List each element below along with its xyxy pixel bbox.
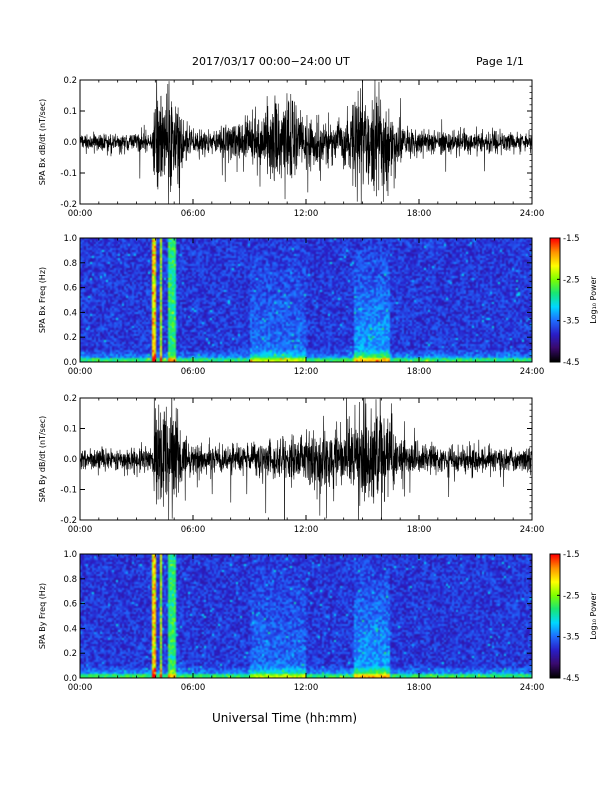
x-axis-by-spectrogram: 00:00 06:00 12:00 18:00 24:00 xyxy=(68,554,545,693)
panel-by-spectrogram xyxy=(79,553,533,679)
y-tick-label: -0.1 xyxy=(60,169,77,179)
y-tick-label: 0.8 xyxy=(63,259,77,269)
colorbar-gradient xyxy=(550,238,560,362)
series-trace xyxy=(80,80,532,204)
colorbar-tick-label: -4.5 xyxy=(563,674,580,684)
x-tick-label: 18:00 xyxy=(407,525,432,535)
y-tick-label: 0.2 xyxy=(63,394,77,404)
y-tick-label: -0.2 xyxy=(60,516,77,526)
x-tick-label: 00:00 xyxy=(68,683,93,693)
y-axis-bx-timeseries: 0.2 0.1 0.0 -0.1 -0.2 SPA Bx dB/dt (nT/sec) xyxy=(38,76,532,210)
y-tick-label: 1.0 xyxy=(63,550,77,560)
colorbar-bx-spectrogram: -1.5 -2.5 -3.5 -4.5 Log₁₀ Power xyxy=(549,234,598,368)
y-tick-label: 0.6 xyxy=(63,600,77,610)
y-tick-label: 0.0 xyxy=(63,674,77,684)
colorbar-label: Log₁₀ Power xyxy=(589,592,598,640)
y-axis-bx-spectrogram: 1.0 0.8 0.6 0.4 0.2 0.0 SPA Bx Freq (Hz) xyxy=(38,234,532,368)
x-tick-label: 24:00 xyxy=(520,367,545,377)
x-tick-label: 12:00 xyxy=(294,367,319,377)
colorbar-by-spectrogram: -1.5 -2.5 -3.5 -4.5 Log₁₀ Power xyxy=(549,550,598,684)
colorbar-frame xyxy=(549,553,561,679)
x-axis-bx-timeseries: 00:00 06:00 12:00 18:00 24:00 xyxy=(68,80,545,219)
panel-bx-timeseries xyxy=(79,79,533,205)
y-tick-label: 0.1 xyxy=(63,425,77,435)
x-axis-title: Universal Time (hh:mm) xyxy=(212,711,358,725)
y-tick-label: 0.8 xyxy=(63,575,77,585)
colorbar-tick-label: -3.5 xyxy=(563,633,580,643)
x-tick-label: 24:00 xyxy=(520,683,545,693)
x-axis-bx-spectrogram: 00:00 06:00 12:00 18:00 24:00 xyxy=(68,238,545,377)
x-tick-label: 00:00 xyxy=(68,209,93,219)
colorbar-tick-label: -2.5 xyxy=(563,275,580,285)
colorbar-tick-label: -1.5 xyxy=(563,550,580,560)
y-tick-label: 0.0 xyxy=(63,358,77,368)
colorbar-tick-label: -1.5 xyxy=(563,234,580,244)
x-tick-label: 12:00 xyxy=(294,683,319,693)
y-tick-label: -0.1 xyxy=(60,486,77,496)
y-tick-label: 0.0 xyxy=(63,455,77,465)
y-axis-label: SPA By Freq (Hz) xyxy=(38,583,47,649)
colorbar-gradient xyxy=(550,554,560,678)
y-tick-label: 0.4 xyxy=(63,308,77,318)
y-tick-label: 0.0 xyxy=(63,138,77,148)
x-tick-label: 06:00 xyxy=(181,525,206,535)
y-axis-label: SPA Bx Freq (Hz) xyxy=(38,267,47,333)
x-tick-label: 06:00 xyxy=(181,209,206,219)
y-tick-label: 0.2 xyxy=(63,76,77,86)
y-tick-label: 1.0 xyxy=(63,234,77,244)
y-tick-label: 0.1 xyxy=(63,107,77,117)
page-indicator: Page 1/1 xyxy=(476,55,524,68)
colorbar-tick-label: -4.5 xyxy=(563,358,580,368)
x-tick-label: 18:00 xyxy=(407,683,432,693)
x-tick-label: 12:00 xyxy=(294,209,319,219)
colorbar-tick-label: -3.5 xyxy=(563,317,580,327)
y-tick-label: -0.2 xyxy=(60,200,77,210)
x-tick-label: 24:00 xyxy=(520,525,545,535)
x-tick-label: 18:00 xyxy=(407,367,432,377)
y-tick-label: 0.2 xyxy=(63,333,77,343)
x-tick-label: 24:00 xyxy=(520,209,545,219)
y-axis-label: SPA By dB/dt (nT/sec) xyxy=(38,416,47,503)
panel-bx-spectrogram xyxy=(79,237,533,363)
y-axis-by-timeseries: 0.2 0.1 0.0 -0.1 -0.2 SPA By dB/dt (nT/sec) xyxy=(38,394,532,526)
figure-title: 2017/03/17 00:00−24:00 UT xyxy=(192,55,350,68)
series-trace xyxy=(80,398,532,520)
y-tick-label: 0.2 xyxy=(63,649,77,659)
spectrogram-image xyxy=(80,554,532,678)
y-axis-by-spectrogram: 1.0 0.8 0.6 0.4 0.2 0.0 SPA By Freq (Hz) xyxy=(38,550,532,684)
x-tick-label: 06:00 xyxy=(181,683,206,693)
x-axis-by-timeseries: 00:00 06:00 12:00 18:00 24:00 xyxy=(68,398,545,535)
spectrogram-image xyxy=(80,238,532,362)
y-axis-label: SPA Bx dB/dt (nT/sec) xyxy=(38,99,47,186)
x-tick-label: 00:00 xyxy=(68,525,93,535)
x-tick-label: 00:00 xyxy=(68,367,93,377)
colorbar-frame xyxy=(549,237,561,363)
colorbar-label: Log₁₀ Power xyxy=(589,276,598,324)
y-tick-label: 0.6 xyxy=(63,284,77,294)
colorbar-tick-label: -2.5 xyxy=(563,591,580,601)
x-tick-label: 06:00 xyxy=(181,367,206,377)
x-tick-label: 12:00 xyxy=(294,525,319,535)
x-tick-label: 18:00 xyxy=(407,209,432,219)
y-tick-label: 0.4 xyxy=(63,624,77,634)
